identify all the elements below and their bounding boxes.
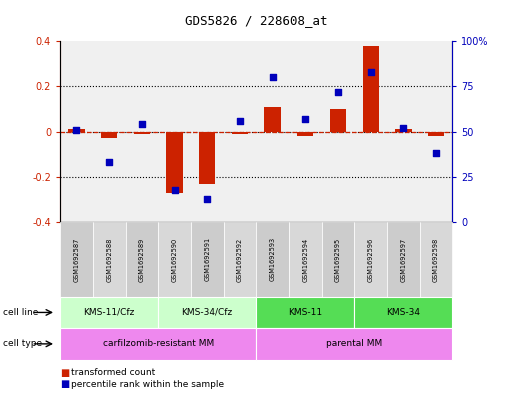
Point	[399, 125, 407, 131]
Point	[334, 89, 342, 95]
Text: GSM1692591: GSM1692591	[204, 237, 210, 281]
Text: GSM1692590: GSM1692590	[172, 237, 177, 281]
Text: GSM1692589: GSM1692589	[139, 237, 145, 281]
Point	[138, 121, 146, 128]
Text: KMS-11: KMS-11	[288, 308, 322, 317]
Bar	[428, 132, 444, 136]
Text: cell type: cell type	[3, 340, 42, 348]
Point	[367, 69, 375, 75]
Point	[236, 118, 244, 124]
Point	[72, 127, 81, 133]
Text: ■: ■	[60, 367, 70, 378]
Text: parental MM: parental MM	[326, 340, 382, 348]
Bar	[395, 129, 412, 132]
Bar	[362, 46, 379, 132]
Text: KMS-34/Cfz: KMS-34/Cfz	[181, 308, 233, 317]
Bar	[199, 132, 215, 184]
Text: cell line: cell line	[3, 308, 38, 317]
Point	[301, 116, 310, 122]
Text: KMS-34: KMS-34	[386, 308, 420, 317]
Text: GSM1692598: GSM1692598	[433, 237, 439, 281]
Text: percentile rank within the sample: percentile rank within the sample	[71, 380, 224, 389]
Bar	[101, 132, 117, 138]
Bar	[69, 129, 85, 132]
Text: GSM1692595: GSM1692595	[335, 237, 341, 281]
Point	[105, 159, 113, 165]
Bar	[265, 107, 281, 132]
Bar	[166, 132, 183, 193]
Bar	[232, 132, 248, 134]
Text: ■: ■	[60, 379, 70, 389]
Text: GSM1692597: GSM1692597	[401, 237, 406, 281]
Text: carfilzomib-resistant MM: carfilzomib-resistant MM	[103, 340, 214, 348]
Text: GSM1692588: GSM1692588	[106, 237, 112, 281]
Bar	[330, 109, 346, 132]
Text: GSM1692593: GSM1692593	[270, 237, 276, 281]
Point	[432, 150, 440, 156]
Text: GSM1692594: GSM1692594	[302, 237, 308, 281]
Bar	[134, 132, 150, 134]
Text: GSM1692596: GSM1692596	[368, 237, 373, 281]
Bar	[297, 132, 313, 136]
Text: transformed count: transformed count	[71, 368, 155, 377]
Text: GSM1692587: GSM1692587	[74, 237, 79, 281]
Text: KMS-11/Cfz: KMS-11/Cfz	[84, 308, 135, 317]
Text: GSM1692592: GSM1692592	[237, 237, 243, 281]
Point	[203, 195, 211, 202]
Text: GDS5826 / 228608_at: GDS5826 / 228608_at	[185, 14, 327, 27]
Point	[268, 74, 277, 81]
Point	[170, 186, 179, 193]
